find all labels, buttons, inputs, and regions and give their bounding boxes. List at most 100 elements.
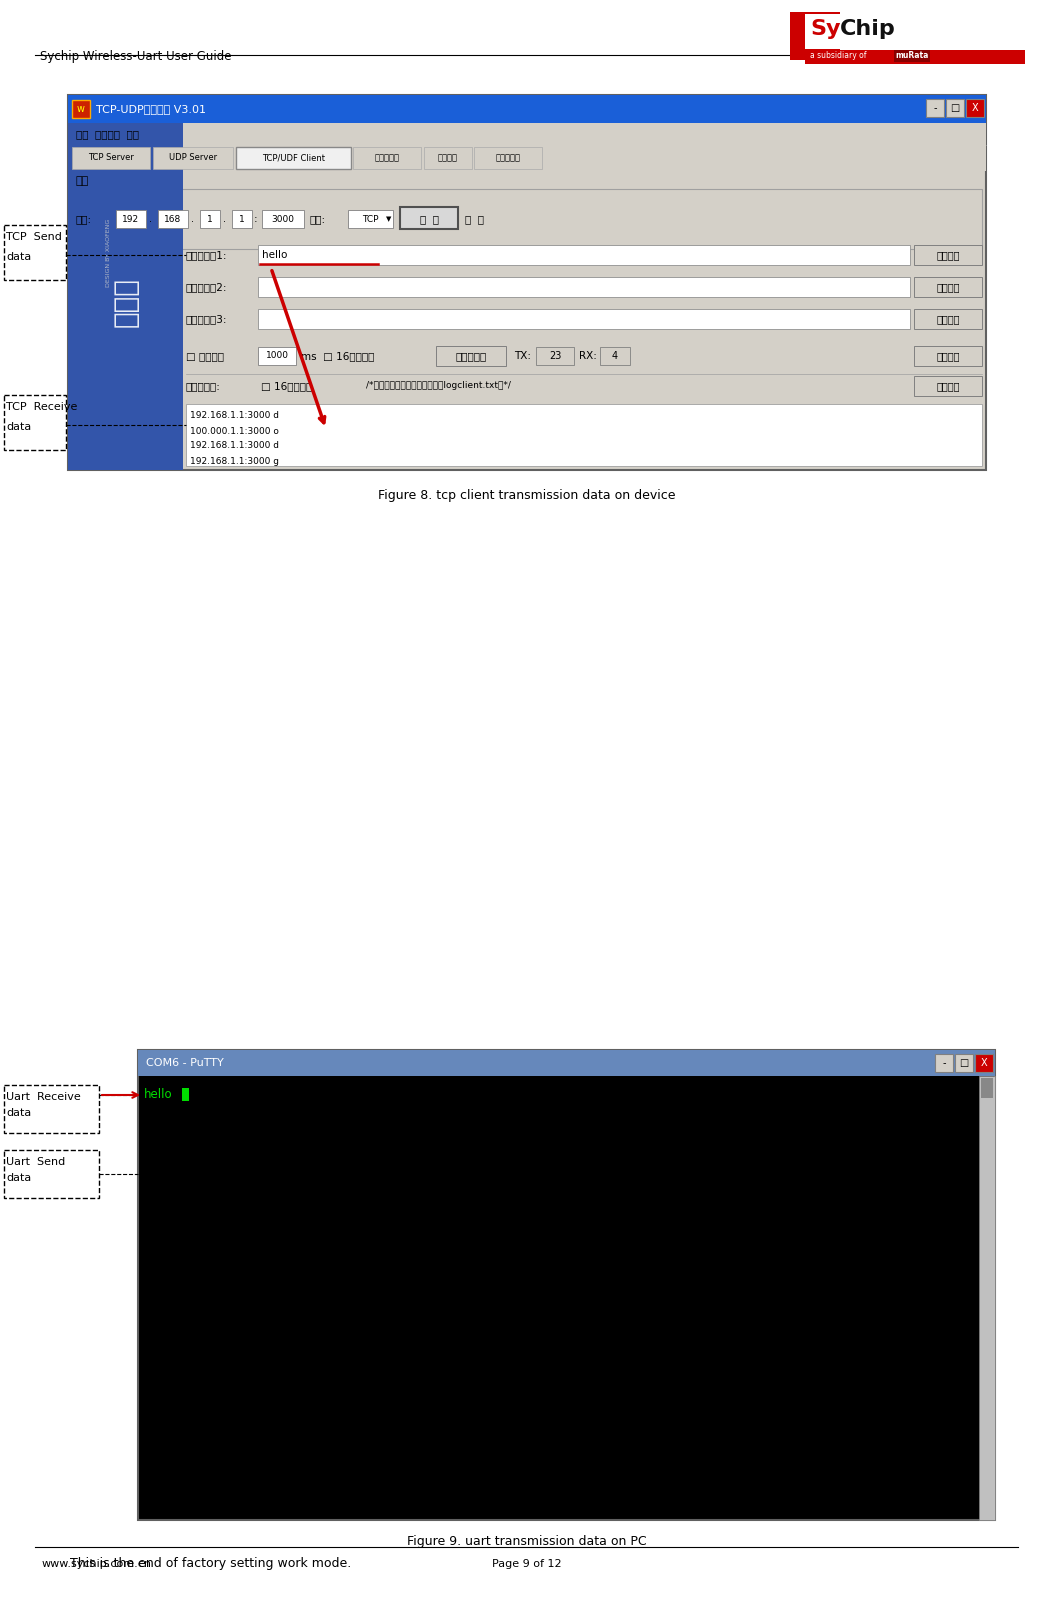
Text: 数据发送区1:: 数据发送区1: — [186, 249, 227, 261]
Text: UDP Server: UDP Server — [168, 154, 217, 163]
Text: ms  □ 16进制发送: ms □ 16进制发送 — [301, 352, 375, 361]
Bar — [186, 405, 982, 465]
Bar — [966, 99, 984, 117]
Bar — [955, 1054, 973, 1071]
Text: hello: hello — [144, 1087, 173, 1102]
Text: -: - — [942, 1059, 946, 1068]
Text: TCP-UDP服务管理 V3.01: TCP-UDP服务管理 V3.01 — [96, 104, 206, 114]
Bar — [68, 123, 986, 146]
Bar — [975, 1054, 993, 1071]
Bar — [600, 347, 630, 365]
Text: 手动发送: 手动发送 — [936, 249, 959, 261]
Text: www.sychip.com.cn: www.sychip.com.cn — [42, 1559, 152, 1569]
Bar — [353, 147, 421, 169]
Text: Figure 8. tcp client transmission data on device: Figure 8. tcp client transmission data o… — [378, 489, 675, 502]
Bar — [72, 189, 982, 249]
Bar — [232, 209, 252, 229]
Text: TCP Server: TCP Server — [88, 154, 134, 163]
Text: 手动发送: 手动发送 — [936, 313, 959, 325]
Bar — [790, 13, 840, 61]
Bar — [138, 1051, 995, 1521]
Bar — [914, 277, 982, 297]
Text: .: . — [191, 214, 194, 224]
Bar — [914, 376, 982, 397]
Bar — [138, 1051, 995, 1076]
Bar — [926, 99, 943, 117]
Bar — [536, 347, 574, 365]
Text: a subsidiary of: a subsidiary of — [810, 51, 867, 61]
Text: 100.000.1.1:3000 o: 100.000.1.1:3000 o — [190, 427, 279, 435]
Text: 协议:: 协议: — [310, 214, 326, 224]
Text: □ 16进制显示: □ 16进制显示 — [261, 381, 313, 392]
Text: 连  接: 连 接 — [419, 214, 438, 224]
Bar — [68, 146, 986, 171]
Bar — [68, 123, 183, 470]
Bar — [347, 209, 393, 229]
Bar — [474, 147, 542, 169]
Text: TCP  Receive: TCP Receive — [6, 401, 77, 413]
Bar — [72, 101, 90, 118]
Text: 192.168.1.1:3000 d: 192.168.1.1:3000 d — [190, 411, 279, 421]
Text: DESIGN BY XIAOFENG: DESIGN BY XIAOFENG — [105, 219, 111, 286]
Text: 主机:: 主机: — [76, 214, 92, 224]
Text: 3000: 3000 — [272, 214, 295, 224]
Text: .: . — [150, 214, 152, 224]
Text: w: w — [77, 104, 85, 114]
Bar — [262, 209, 304, 229]
Bar — [935, 1054, 953, 1071]
Bar — [804, 50, 1025, 64]
Text: TCP/UDF Client: TCP/UDF Client — [262, 154, 325, 163]
Text: 4: 4 — [612, 352, 618, 361]
Text: Uart  Receive: Uart Receive — [6, 1092, 81, 1102]
Text: 数据发送区3:: 数据发送区3: — [186, 313, 227, 325]
Text: 功能  数据日志  帮助: 功能 数据日志 帮助 — [76, 130, 139, 139]
Text: 23: 23 — [549, 352, 561, 361]
Bar — [158, 209, 188, 229]
Bar — [258, 347, 296, 365]
Bar — [914, 245, 982, 265]
Bar — [981, 1078, 993, 1099]
Text: 清空数据: 清空数据 — [936, 381, 959, 392]
Bar — [68, 94, 986, 123]
Bar — [116, 209, 146, 229]
Text: 1: 1 — [239, 214, 245, 224]
Bar — [153, 147, 233, 169]
Text: COM6 - PuTTY: COM6 - PuTTY — [146, 1059, 223, 1068]
Text: 1: 1 — [207, 214, 213, 224]
Bar — [4, 1150, 99, 1198]
Text: □: □ — [951, 102, 959, 114]
Bar — [4, 395, 66, 449]
Bar — [436, 345, 506, 366]
Bar — [236, 147, 351, 169]
Bar — [424, 147, 472, 169]
Bar — [72, 147, 150, 169]
Text: This is the end of factory setting work mode.: This is the end of factory setting work … — [69, 1557, 352, 1570]
Bar — [804, 14, 1025, 50]
Text: muRata: muRata — [895, 51, 929, 61]
Text: data: data — [6, 253, 32, 262]
Text: 数据发送区2:: 数据发送区2: — [186, 281, 227, 293]
Text: data: data — [6, 422, 32, 432]
Text: 1000: 1000 — [265, 352, 289, 360]
Text: 192.168.1.1:3000 d: 192.168.1.1:3000 d — [190, 441, 279, 451]
Bar — [979, 1076, 995, 1521]
Text: TCP: TCP — [362, 214, 378, 224]
Bar — [182, 1087, 188, 1102]
Text: ▼: ▼ — [386, 216, 392, 222]
Text: TCP  Send: TCP Send — [6, 232, 62, 241]
Text: -: - — [933, 102, 937, 114]
Text: 计数清零: 计数清零 — [936, 352, 959, 361]
Text: Sychip Wireless-Uart User Guide: Sychip Wireless-Uart User Guide — [40, 50, 232, 62]
Bar — [400, 206, 458, 229]
Text: TX:: TX: — [514, 352, 531, 361]
Text: .: . — [223, 214, 226, 224]
Text: 数据显示区:: 数据显示区: — [186, 381, 221, 392]
Text: Sy: Sy — [810, 19, 840, 38]
Bar — [4, 1086, 99, 1134]
Text: 协议数据包: 协议数据包 — [375, 154, 399, 163]
Bar — [914, 309, 982, 329]
Text: X: X — [972, 102, 978, 114]
Text: Uart  Send: Uart Send — [6, 1158, 65, 1167]
Text: 发送区轮发: 发送区轮发 — [455, 352, 486, 361]
Text: Chip: Chip — [840, 19, 896, 38]
